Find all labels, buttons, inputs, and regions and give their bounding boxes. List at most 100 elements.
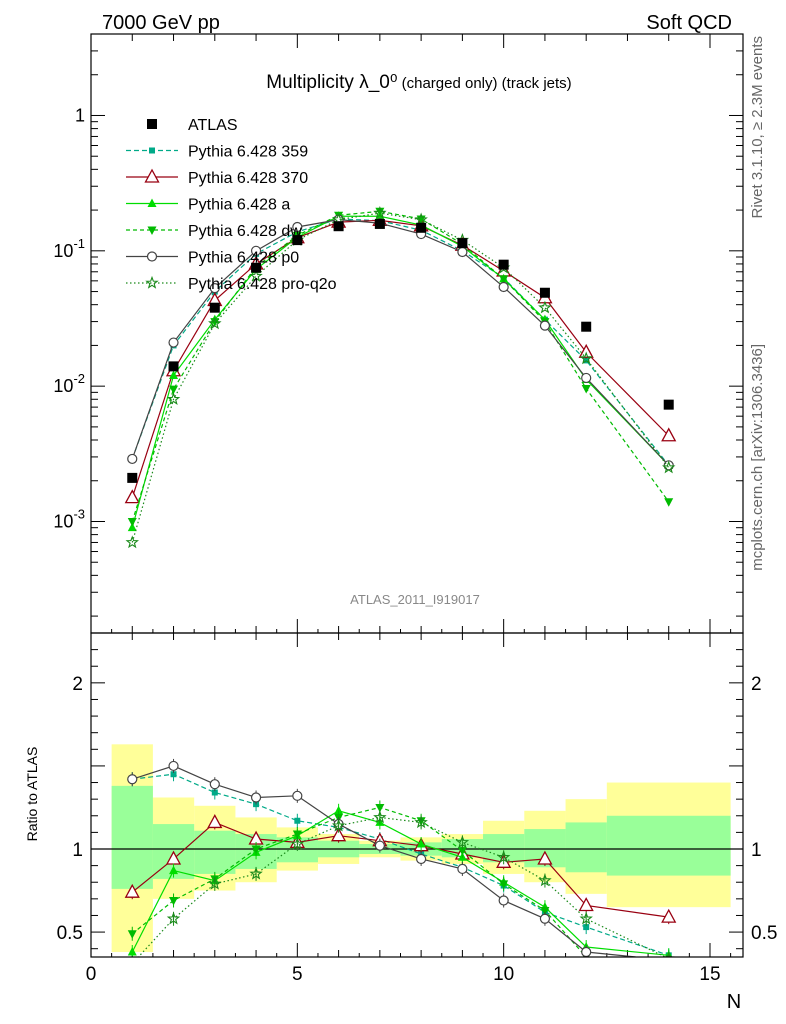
uncertainty-band-green (565, 822, 607, 873)
series-pythia-6-428-pro-q2o-ratio-point (538, 873, 552, 887)
series-pythia-6-428-370-point (661, 427, 677, 442)
series-pythia-6-428-pro-q2o-point (125, 535, 140, 549)
series-pythia-6-428-p0-point (250, 245, 262, 256)
series-pythia-6-428-dw-point (375, 207, 385, 217)
legend-label: Pythia 6.428 a (188, 197, 290, 214)
legend-entry: Pythia 6.428 p0 (126, 250, 299, 267)
series-pythia-6-428-dw-ratio-point (375, 803, 385, 813)
mcplots-label: mcplots.cern.ch [arXiv:1306.3436] (749, 344, 766, 571)
series-pythia-6-428-pro-q2o-point (373, 206, 387, 219)
legend-marker (146, 251, 158, 262)
legend-entry: Pythia 6.428 a (126, 197, 290, 214)
ratio-y-tick-label-right: 2 (751, 674, 762, 695)
category-label: Soft QCD (646, 12, 732, 34)
ratio-plot: 0 5 10 15 0.5 0.5 1 1 2 2 (57, 632, 777, 985)
series-pythia-6-428-p0-point (127, 453, 138, 465)
ratio-y-tick-label-right: 1 (751, 840, 762, 861)
ratio-y-tick-label: 2 (72, 674, 83, 695)
ratio-y-tick-label: 0.5 (57, 923, 83, 944)
series-pythia-6-428-pro-q2o-point (579, 351, 593, 365)
series-pythia-6-428-pro-q2o-ratio-point (414, 815, 428, 829)
series-pythia-6-428-p0-ratio-point (209, 779, 220, 790)
series-pythia-6-428-dw-ratio-point (127, 930, 137, 939)
series-pythia-6-428-359-ratio-point (170, 771, 177, 778)
y-tick-label: 10-2 (53, 371, 85, 396)
atlas-data-point (457, 238, 468, 249)
series-pythia-6-428-pro-q2o-ratio-point (331, 818, 346, 832)
atlas-data-point (663, 399, 674, 410)
series-pythia-6-428-p0-ratio-point (498, 895, 509, 906)
atlas-data-point (333, 221, 344, 232)
series-pythia-6-428-pro-q2o-ratio-point (579, 911, 593, 925)
series-pythia-6-428-pro-q2o-point (661, 460, 676, 474)
series-pythia-6-428-370-point (578, 343, 594, 358)
series-pythia-6-428-p0-ratio-point (127, 774, 138, 785)
legend-label: ATLAS (188, 117, 238, 134)
y-tick-label-exponent: -2 (73, 371, 85, 386)
series-pythia-6-428-p0-ratio-point (250, 792, 262, 803)
legend-marker (149, 147, 155, 154)
legend-marker (147, 198, 157, 207)
x-tick-label: 0 (86, 964, 97, 985)
series-pythia-6-428-p0-point (168, 337, 179, 348)
series-pythia-6-428-pro-q2o-point (249, 269, 263, 282)
energy-label: 7000 GeV pp (102, 12, 220, 34)
legend-entry: ATLAS (147, 117, 238, 134)
y-tick-label-base: 10 (53, 241, 73, 261)
series-pythia-6-428-p0-ratio-point (581, 946, 592, 957)
legend: ATLAS Pythia 6.428 359 Pythia 6.428 370 Pyt… (126, 117, 337, 293)
legend-label: Pythia 6.428 p0 (188, 250, 299, 267)
series-pythia-6-428-pro-q2o-ratio-point (373, 810, 387, 824)
legend-marker (144, 168, 160, 183)
chart-title-main: Multiplicity λ_0⁰ (266, 72, 397, 93)
legend-marker (147, 119, 157, 129)
legend-marker (147, 226, 157, 235)
y-tick-label-base: 10 (53, 376, 73, 396)
series-pythia-6-428-370-point (124, 489, 140, 504)
atlas-data-point (498, 259, 509, 270)
y-tick-label: 10-1 (53, 236, 85, 261)
legend-entry: Pythia 6.428 dw (126, 223, 302, 240)
uncertainty-band-green (194, 830, 236, 874)
atlas-data-point (581, 321, 592, 332)
series-pythia-6-428-p0-point (581, 372, 592, 384)
atlas-data-point (374, 218, 385, 229)
series-pythia-6-428-dw-ratio-point (457, 847, 467, 856)
series-pythia-6-428-pro-q2o-ratio-point (496, 850, 511, 864)
series-pythia-6-428-p0-ratio-point (292, 790, 303, 801)
atlas-data-point (168, 361, 179, 372)
series-pythia-6-428-370-ratio-point (331, 827, 347, 842)
series-pythia-6-428-pro-q2o-point (538, 300, 552, 314)
watermark: ATLAS_2011_I919017 (350, 592, 480, 607)
main-plot-area (124, 206, 677, 549)
atlas-data-point (539, 287, 550, 298)
series-pythia-6-428-pro-q2o-point (208, 316, 222, 330)
series-pythia-6-428-pro-q2o-ratio-point (208, 876, 222, 890)
y-tick-label-exponent: -3 (73, 506, 85, 521)
series-pythia-6-428-p0-ratio-point (457, 863, 468, 875)
legend-label: Pythia 6.428 370 (188, 170, 308, 187)
series-pythia-6-428-370-ratio-point (661, 908, 677, 923)
main-plot: 10-310-210-11 (53, 33, 744, 957)
series-pythia-6-428-p0-ratio-point (416, 853, 427, 865)
series-pythia-6-428-p0-point (292, 221, 303, 233)
ratio-y-tick-label-right: 0.5 (751, 923, 777, 944)
atlas-data-point (127, 472, 138, 483)
atlas-data-point (251, 262, 262, 273)
legend-label: Pythia 6.428 359 (188, 144, 308, 161)
series-pythia-6-428-359-ratio-point (211, 789, 218, 796)
series-pythia-6-428-a-ratio-point (416, 839, 426, 848)
legend-entry: Pythia 6.428 370 (126, 168, 308, 187)
y-tick-label: 10-3 (53, 506, 85, 531)
x-axis-label: N (727, 991, 741, 1013)
y-tick-label-exponent: -1 (73, 236, 85, 251)
series-pythia-6-428-dw-point (499, 275, 509, 284)
series-pythia-6-428-pro-q2o-point (414, 212, 428, 226)
legend-entry: Pythia 6.428 pro-q2o (126, 275, 337, 293)
y-tick-label-base: 10 (53, 511, 73, 531)
series-pythia-6-428-a-point (169, 370, 179, 379)
y-axis-label-ratio: Ratio to ATLAS (24, 747, 40, 842)
uncertainty-band-green (606, 815, 731, 876)
series-pythia-6-428-370-ratio-point (578, 897, 594, 912)
